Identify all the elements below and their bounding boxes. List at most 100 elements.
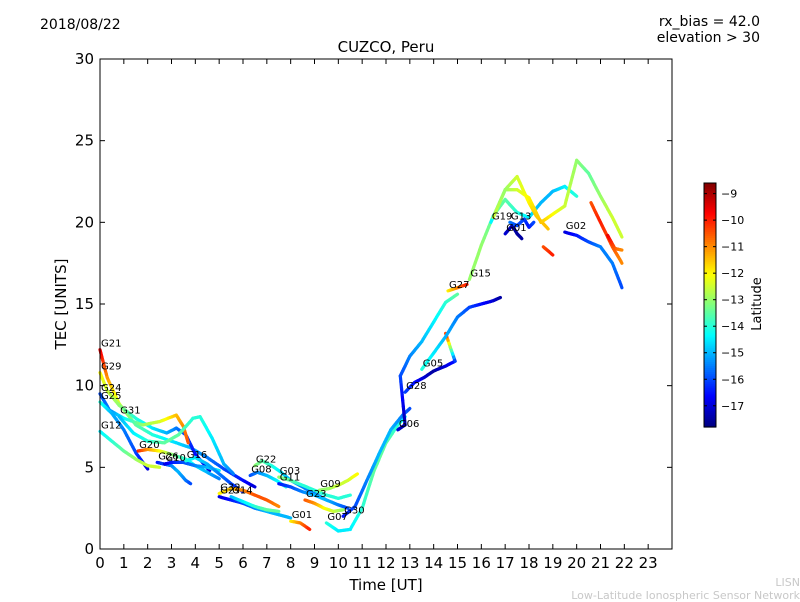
series-label-g15: G15 <box>470 269 490 280</box>
x-tick-label: 3 <box>167 554 177 572</box>
series-g02-30 <box>565 232 622 288</box>
x-tick-label: 2 <box>143 554 153 572</box>
colorbar-tick-label: −13 <box>721 294 744 307</box>
series-label-g01: G01 <box>506 223 526 234</box>
y-tick-label: 25 <box>75 132 94 150</box>
series-segment <box>409 409 410 410</box>
x-tick-label: 20 <box>567 554 586 572</box>
series-segment <box>621 285 622 288</box>
y-tick-label: 15 <box>75 295 94 313</box>
x-tick-label: 6 <box>238 554 248 572</box>
colorbar-tick-label: −10 <box>721 214 744 227</box>
plot-frame <box>100 59 672 549</box>
series-label-g13: G13 <box>511 211 531 222</box>
series-segment <box>533 222 534 223</box>
x-tick-label: 12 <box>376 554 395 572</box>
watermark-lisn: LISN <box>775 576 800 589</box>
series-g26-7 <box>157 462 190 483</box>
x-tick-label: 23 <box>639 554 658 572</box>
series-label-g19: G19 <box>492 211 512 222</box>
series-segment <box>309 529 310 530</box>
x-tick-label: 5 <box>214 554 224 572</box>
elevation-label: elevation > 30 <box>657 30 760 46</box>
chart-title: CUZCO, Peru <box>338 38 435 56</box>
colorbar-tick-label: −9 <box>721 188 737 201</box>
x-tick-label: 22 <box>615 554 634 572</box>
series-label-g06: G06 <box>399 419 419 430</box>
x-tick-label: 18 <box>519 554 538 572</box>
series-segment <box>356 474 357 475</box>
x-tick-label: 10 <box>329 554 348 572</box>
series-label-g29: G29 <box>101 362 121 373</box>
series-segment <box>552 254 553 255</box>
series-label-g30: G30 <box>344 505 364 516</box>
series-label-g22: G22 <box>256 455 276 466</box>
series-label-g02: G02 <box>566 221 586 232</box>
colorbar-label: Latitude <box>750 277 765 331</box>
date-label: 2018/08/22 <box>40 17 121 33</box>
y-tick-label: 30 <box>75 50 94 68</box>
x-tick-label: 19 <box>543 554 562 572</box>
y-axis-label: TEC [UNITS] <box>52 259 70 351</box>
colorbar-tick-label: −15 <box>721 347 744 360</box>
x-tick-label: 21 <box>591 554 610 572</box>
series-segment <box>521 238 522 239</box>
series-label-g25: G25 <box>101 391 121 402</box>
series-segment <box>188 441 189 443</box>
series-layer <box>100 160 622 531</box>
x-tick-label: 16 <box>472 554 491 572</box>
series-label-g23: G23 <box>306 489 326 500</box>
series-label-g09: G09 <box>320 479 340 490</box>
x-tick-label: 1 <box>119 554 129 572</box>
series-label-g08: G08 <box>251 465 271 476</box>
series-segment <box>253 486 255 487</box>
y-tick-label: 5 <box>84 458 94 476</box>
series-segment <box>147 468 148 469</box>
y-tick-label: 0 <box>84 540 94 558</box>
colorbar-tick-label: −12 <box>721 267 744 280</box>
series-segment <box>621 261 622 263</box>
series-label-g11: G11 <box>280 473 300 484</box>
series-label-g27: G27 <box>449 280 469 291</box>
series-label-g21: G21 <box>101 339 121 350</box>
watermark-network: Low-Latitude Ionospheric Sensor Network <box>571 589 800 602</box>
series-segment <box>621 235 622 237</box>
x-tick-label: 4 <box>191 554 201 572</box>
series-segment <box>575 195 577 196</box>
colorbar-tick-label: −14 <box>721 320 744 333</box>
x-tick-label: 13 <box>400 554 419 572</box>
colorbar-tick-label: −11 <box>721 241 744 254</box>
series-label-g10: G10 <box>165 453 185 464</box>
series-segment <box>547 227 549 229</box>
series-label-g05: G05 <box>423 358 443 369</box>
x-tick-label: 9 <box>310 554 320 572</box>
series-g01-18 <box>291 521 310 529</box>
series-segment <box>218 478 220 479</box>
y-tick-label: 20 <box>75 213 94 231</box>
series-label-g20: G20 <box>139 440 159 451</box>
series-label-g16: G16 <box>187 450 207 461</box>
series-label-g31: G31 <box>120 406 140 417</box>
rx-bias-label: rx_bias = 42.0 <box>659 14 760 30</box>
colorbar-tick-label: −17 <box>721 400 744 413</box>
x-tick-label: 17 <box>496 554 515 572</box>
series-segment <box>277 506 279 507</box>
series-label-g12: G12 <box>101 420 121 431</box>
x-tick-label: 8 <box>286 554 296 572</box>
series-segment <box>232 473 233 474</box>
series-label-g28: G28 <box>406 381 426 392</box>
x-tick-label: 11 <box>353 554 372 572</box>
series-label-g14: G14 <box>232 486 252 497</box>
x-tick-label: 0 <box>95 554 105 572</box>
x-tick-label: 7 <box>262 554 272 572</box>
y-tick-label: 10 <box>75 377 94 395</box>
series-segment <box>456 294 458 295</box>
series-label-g01: G01 <box>292 510 312 521</box>
x-tick-label: 15 <box>448 554 467 572</box>
colorbar: −9 −10 −11 −12 −13 −14 −15 −16 −17 <box>704 183 744 428</box>
x-tick-label: 14 <box>424 554 443 572</box>
colorbar-tick-label: −16 <box>721 373 744 386</box>
